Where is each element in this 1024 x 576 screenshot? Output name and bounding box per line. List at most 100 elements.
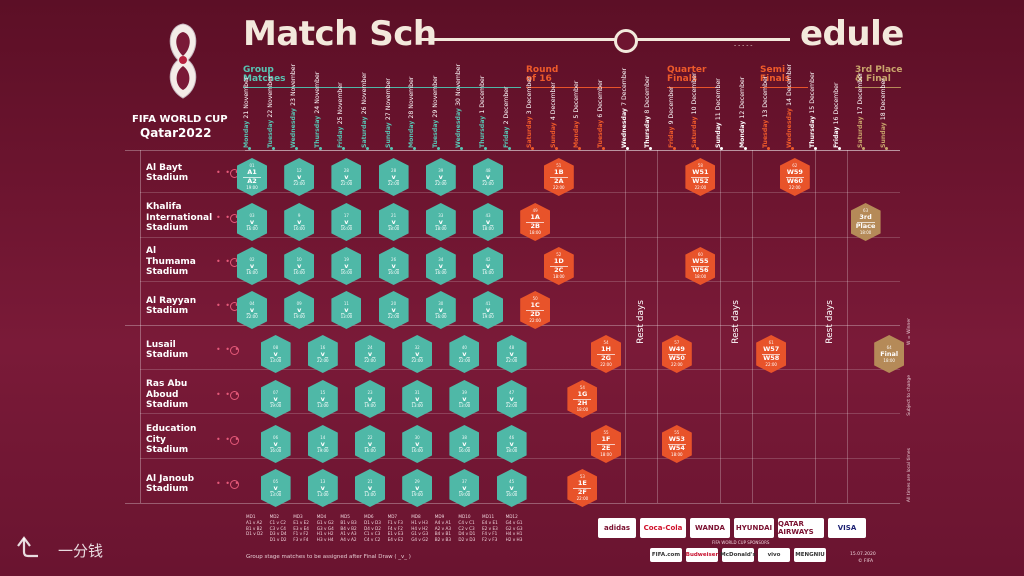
group-match-marker[interactable]: 04 _v_ 22:00 xyxy=(237,291,267,329)
group-match-marker[interactable]: 21 _v_ 13:00 xyxy=(355,469,385,507)
group-match-marker[interactable]: 14 _v_ 19:00 xyxy=(307,425,338,463)
match-number: 46 xyxy=(509,434,515,440)
knockout-match-marker[interactable]: 49 1A 2B 18:00 xyxy=(520,203,551,241)
kickoff-time: 13:00 xyxy=(340,313,353,319)
sponsors-caption: FIFA WORLD CUP SPONSORS xyxy=(712,540,770,545)
match-number: 28 xyxy=(391,167,397,173)
group-match-marker[interactable]: 31 _v_ 13:00 xyxy=(402,380,433,418)
group-match-marker[interactable]: 43 _v_ 18:00 xyxy=(473,203,503,241)
knockout-match-marker[interactable]: 55 1F 2E 18:00 xyxy=(591,425,621,463)
group-match-marker[interactable]: 48 _v_ 22:00 xyxy=(496,335,527,373)
matchday-header: MD4 xyxy=(316,514,327,519)
group-match-marker[interactable]: 39 _v_ 13:00 xyxy=(449,380,480,418)
knockout-match-marker[interactable]: 50 1C 2D 22:00 xyxy=(520,291,551,329)
group-match-marker[interactable]: 9 _v_ 16:00 xyxy=(284,203,315,241)
knockout-match-marker[interactable]: 64 Final 18:00 xyxy=(874,335,905,373)
group-match-marker[interactable]: 26 _v_ 16:00 xyxy=(378,247,409,285)
group-match-marker[interactable]: 47 _v_ 22:00 xyxy=(496,380,527,418)
group-match-marker[interactable]: 34 _v_ 16:00 xyxy=(425,247,456,285)
knockout-match-marker[interactable]: 57 W49 W50 22:00 xyxy=(661,335,692,373)
group-match-marker[interactable]: 05 _v_ 13:00 xyxy=(260,469,291,507)
page-title-right: edule xyxy=(800,14,904,54)
match-number: 48 xyxy=(485,167,491,173)
group-match-marker[interactable]: 22 _v_ 16:00 xyxy=(355,425,385,463)
kickoff-time: 22:00 xyxy=(765,362,777,367)
match-number: 12 xyxy=(296,167,302,173)
group-match-marker[interactable]: 15 _v_ 13:00 xyxy=(307,380,338,418)
placeholder: _v_ xyxy=(411,483,423,492)
date-tick xyxy=(460,147,464,150)
kickoff-time: 22:00 xyxy=(505,402,518,408)
group-match-marker[interactable]: 08 _v_ 13:00 xyxy=(260,335,291,373)
kickoff-time: 18:00 xyxy=(482,225,494,231)
kickoff-time: 19:00 xyxy=(246,185,258,190)
knockout-match-marker[interactable]: 63 3rd Place 18:00 xyxy=(850,203,881,241)
knockout-match-marker[interactable]: 58 W51 W52 22:00 xyxy=(685,158,716,196)
credit-copy: © FIFA xyxy=(858,559,874,564)
group-match-marker[interactable]: 07 _v_ 19:00 xyxy=(260,380,291,418)
kickoff-time: 16:00 xyxy=(364,447,376,453)
group-match-marker[interactable]: 11 _v_ 13:00 xyxy=(331,291,362,329)
knockout-match-marker[interactable]: 51 1B 2A 22:00 xyxy=(543,158,574,196)
matchday-header: MD9 xyxy=(434,514,445,519)
group-match-marker[interactable]: 32 _v_ 22:00 xyxy=(402,335,433,373)
group-match-marker[interactable]: 12 _v_ 22:00 xyxy=(284,158,315,196)
group-match-marker[interactable]: 02 _v_ 16:00 xyxy=(237,247,267,285)
group-match-marker[interactable]: 09 _v_ 19:00 xyxy=(284,291,315,329)
group-match-marker[interactable]: 01 A1 A2 19:00 xyxy=(237,158,267,196)
date-column-19: Friday 9 December xyxy=(667,86,675,148)
group-match-marker[interactable]: 48 _v_ 22:00 xyxy=(473,158,503,196)
group-match-marker[interactable]: 42 _v_ 16:00 xyxy=(473,247,503,285)
group-match-marker[interactable]: 45 _v_ 16:00 xyxy=(496,469,527,507)
date-tick xyxy=(720,147,723,150)
group-match-marker[interactable]: 20 _v_ 22:00 xyxy=(378,291,409,329)
matchday-header: MD8 xyxy=(411,514,421,519)
group-match-marker[interactable]: 13 _v_ 13:00 xyxy=(307,469,338,507)
knockout-match-marker[interactable]: 55 W53 W54 18:00 xyxy=(661,425,692,463)
match-number: 26 xyxy=(391,256,397,262)
knockout-match-marker[interactable]: 54 1G 2H 18:00 xyxy=(567,380,598,418)
venue-name: Al Janoub Stadium xyxy=(146,473,195,495)
group-match-marker[interactable]: 29 _v_ 19:00 xyxy=(402,469,433,507)
section-sf-label: Semi Finals xyxy=(760,65,791,84)
knockout-match-marker[interactable]: 61 W57 W58 22:00 xyxy=(756,335,787,373)
group-match-marker[interactable]: 41 _v_ 19:00 xyxy=(473,291,503,329)
divider xyxy=(526,221,545,223)
match-number: 28 xyxy=(343,167,349,173)
knockout-match-marker[interactable]: 62 W59 W60 22:00 xyxy=(779,158,810,196)
group-match-marker[interactable]: 06 _v_ 16:00 xyxy=(260,425,291,463)
group-match-marker[interactable]: 33 _v_ 18:00 xyxy=(425,203,456,241)
kickoff-time: 22:00 xyxy=(458,357,471,363)
group-match-marker[interactable]: 38 _v_ 16:00 xyxy=(449,425,480,463)
knockout-match-marker[interactable]: 54 1H 2G 22:00 xyxy=(591,335,621,373)
group-match-marker[interactable]: 03 _v_ 16:00 xyxy=(237,203,267,241)
group-match-marker[interactable]: 19 _v_ 16:00 xyxy=(331,247,362,285)
knockout-match-marker[interactable]: 52 1D 2C 18:00 xyxy=(543,247,574,285)
group-match-marker[interactable]: 30 _v_ 16:00 xyxy=(425,291,456,329)
knockout-match-marker[interactable]: 53 1E 2F 22:00 xyxy=(567,469,598,507)
group-match-marker[interactable]: 10 _v_ 16:00 xyxy=(284,247,315,285)
group-match-marker[interactable]: 17 _v_ 16:00 xyxy=(331,203,362,241)
group-match-marker[interactable]: 21 _v_ 18:00 xyxy=(378,203,409,241)
group-match-marker[interactable]: 28 _v_ 22:00 xyxy=(331,158,362,196)
group-match-marker[interactable]: 16 _v_ 22:00 xyxy=(307,335,338,373)
matchday-pairings: B1 v B3 B4 v B2 A1 v A3 A4 v A2 xyxy=(340,520,357,542)
group-match-marker[interactable]: 30 _v_ 16:00 xyxy=(402,425,433,463)
rest-column-border xyxy=(657,150,658,503)
date-column-9: Tuesday 29 November xyxy=(431,75,439,148)
knockout-match-marker[interactable]: 60 W55 W56 18:00 xyxy=(685,247,716,285)
matchday-header: MD12 xyxy=(505,514,518,519)
venue-bracket xyxy=(140,325,141,503)
group-match-marker[interactable]: 46 _v_ 18:00 xyxy=(496,425,527,463)
rest-column-border xyxy=(625,150,626,503)
group-match-marker[interactable]: 40 _v_ 22:00 xyxy=(449,335,480,373)
match-number: 58 xyxy=(697,163,703,168)
placeholder: _v_ xyxy=(459,349,470,358)
group-match-marker[interactable]: 37 _v_ 19:00 xyxy=(449,469,480,507)
group-match-marker[interactable]: 24 _v_ 22:00 xyxy=(355,335,385,373)
group-match-marker[interactable]: 39 _v_ 22:00 xyxy=(425,158,456,196)
kickoff-time: 22:00 xyxy=(246,313,258,319)
group-match-marker[interactable]: 28 _v_ 22:00 xyxy=(378,158,409,196)
group-match-marker[interactable]: 23 _v_ 19:00 xyxy=(355,380,385,418)
team-slot: W52 xyxy=(692,177,709,185)
